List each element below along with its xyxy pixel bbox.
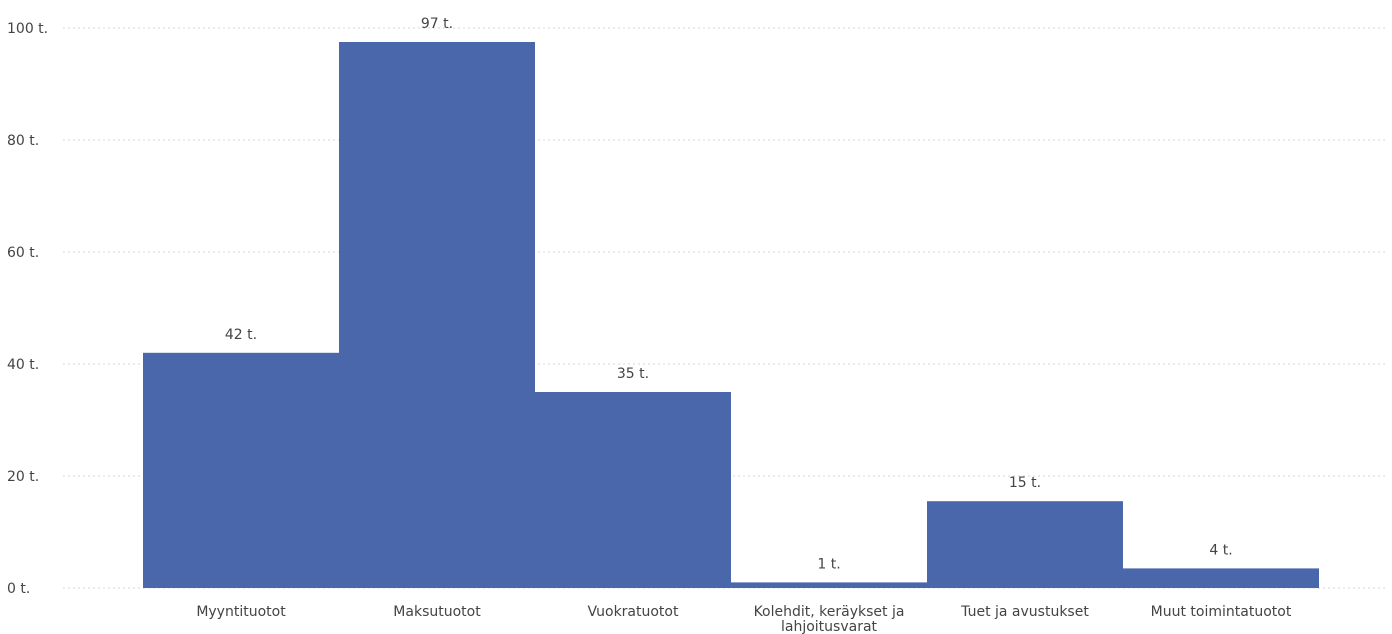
y-tick-label: 20 t. xyxy=(7,469,39,485)
x-category-label: Tuet ja avustukset xyxy=(960,604,1089,620)
bar xyxy=(143,352,339,588)
x-category-label: Maksutuotot xyxy=(393,604,481,620)
y-tick-label: 60 t. xyxy=(7,245,39,261)
data-labels: 42 t. 97 t. 35 t. 1 t. 15 t. 4 t. xyxy=(225,16,1233,572)
data-label: 4 t. xyxy=(1209,542,1232,558)
data-label: 97 t. xyxy=(421,16,453,32)
x-category-label: lahjoitusvarat xyxy=(781,619,878,634)
data-label: 42 t. xyxy=(225,327,257,343)
y-axis-ticks: 0 t. 20 t. 40 t. 60 t. 80 t. 100 t. xyxy=(7,21,48,597)
bar xyxy=(535,392,731,588)
bar xyxy=(927,501,1123,588)
y-tick-label: 0 t. xyxy=(7,581,30,597)
data-label: 15 t. xyxy=(1009,475,1041,491)
x-category-label: Muut toimintatuotot xyxy=(1151,604,1292,620)
x-axis-categories: Myyntituotot Maksutuotot Vuokratuotot Koleh… xyxy=(196,604,1292,634)
y-tick-label: 100 t. xyxy=(7,21,48,37)
bar xyxy=(731,582,927,588)
x-category-label: Myyntituotot xyxy=(196,604,286,620)
bar xyxy=(1123,568,1319,588)
data-label: 35 t. xyxy=(617,366,649,382)
y-tick-label: 40 t. xyxy=(7,357,39,373)
bars xyxy=(143,42,1319,588)
x-category-label: Vuokratuotot xyxy=(588,604,679,620)
bar xyxy=(339,42,535,588)
data-label: 1 t. xyxy=(817,556,840,572)
x-category-label: Kolehdit, keräykset ja xyxy=(754,604,905,620)
y-tick-label: 80 t. xyxy=(7,133,39,149)
